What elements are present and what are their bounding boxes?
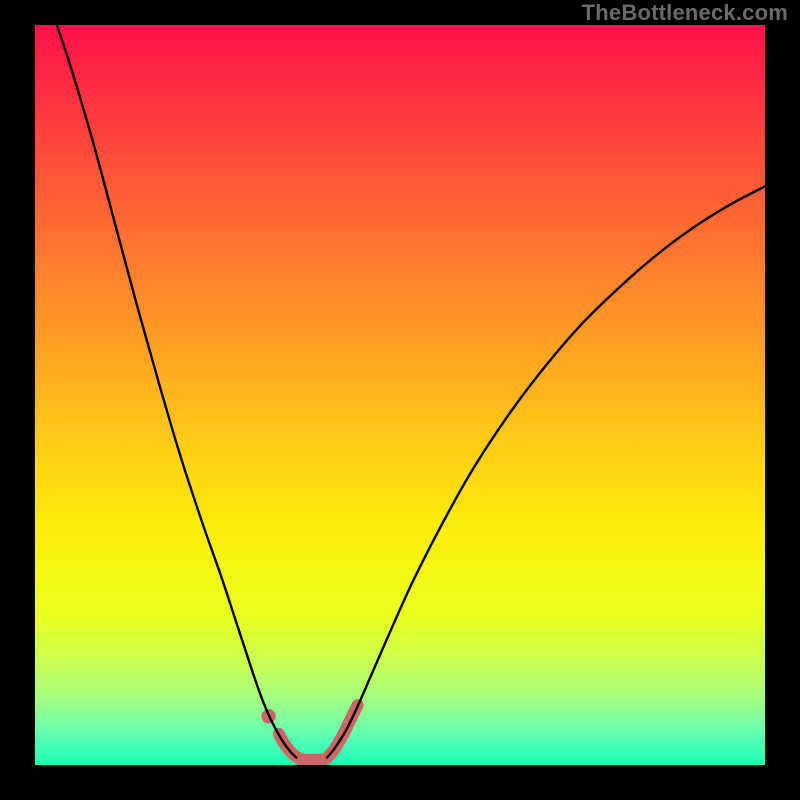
bottleneck-chart xyxy=(35,25,765,765)
plot-area xyxy=(35,25,765,765)
gradient-background xyxy=(35,25,765,765)
chart-frame: TheBottleneck.com xyxy=(0,0,800,800)
watermark-text: TheBottleneck.com xyxy=(582,0,788,26)
